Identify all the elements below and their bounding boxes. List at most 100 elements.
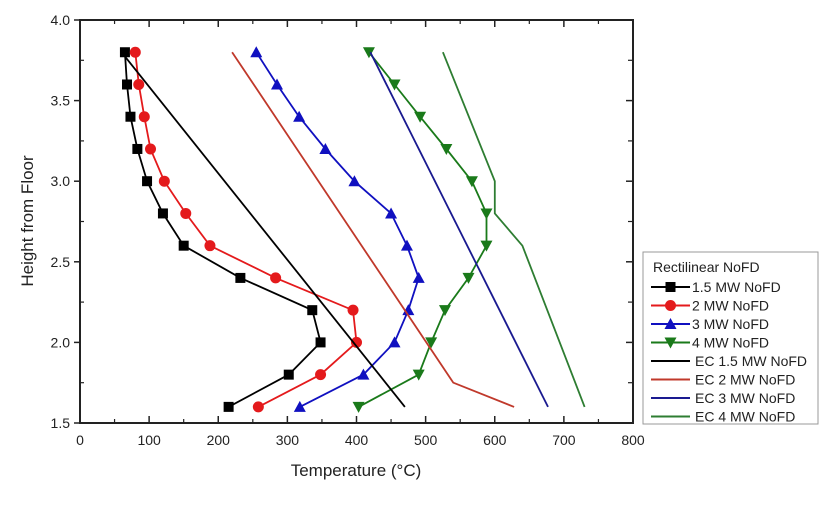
- data-point: [293, 400, 306, 412]
- legend-item: 1.5 MW NoFD: [651, 279, 781, 295]
- series-line: [358, 51, 488, 408]
- data-point: [315, 369, 327, 381]
- data-point: [142, 176, 153, 187]
- x-tick-label: 800: [621, 432, 645, 448]
- data-point: [250, 46, 263, 58]
- x-tick-label: 500: [414, 432, 438, 448]
- data-point: [204, 240, 216, 252]
- data-point: [157, 208, 168, 219]
- x-tick-label: 200: [207, 432, 231, 448]
- data-point: [122, 79, 133, 90]
- x-axis-label: Temperature (°C): [291, 461, 422, 480]
- data-point: [271, 78, 284, 90]
- data-point: [480, 240, 493, 252]
- series-line: [369, 51, 549, 408]
- y-axis-label: Height from Floor: [18, 155, 37, 287]
- data-point: [283, 369, 294, 380]
- series-line: [124, 52, 322, 408]
- data-point: [132, 143, 143, 154]
- x-tick-label: 0: [76, 432, 84, 448]
- data-point: [138, 111, 150, 123]
- legend-item: EC 3 MW NoFD: [651, 390, 795, 406]
- data-point: [400, 239, 413, 251]
- legend-item: EC 1.5 MW NoFD: [651, 353, 807, 369]
- series-ec-1-5-mw-nofd: [120, 51, 406, 408]
- legend-item: 4 MW NoFD: [651, 335, 769, 351]
- y-tick-label: 3.0: [51, 173, 71, 189]
- series-ec-2-mw-nofd: [231, 51, 515, 408]
- axis-tick-labels: 0 100 200 300 400 500 600 700 800 1.5 2.0 2.5 3.0 3.5…: [51, 12, 645, 448]
- legend-item: EC 2 MW NoFD: [651, 372, 795, 388]
- data-point: [125, 111, 136, 122]
- data-point: [412, 369, 425, 381]
- series-2-mw-nofd: [129, 46, 362, 413]
- y-tick-label: 3.5: [51, 93, 71, 109]
- data-point: [465, 176, 478, 188]
- y-tick-label: 4.0: [51, 12, 71, 28]
- data-point: [412, 271, 425, 283]
- data-point: [119, 47, 130, 58]
- y-tick-label: 2.5: [51, 254, 71, 270]
- data-point: [351, 336, 362, 348]
- data-point: [129, 46, 141, 58]
- data-point: [348, 175, 361, 187]
- legend-label: 1.5 MW NoFD: [692, 279, 781, 295]
- data-point: [145, 143, 157, 155]
- legend-label: EC 1.5 MW NoFD: [695, 353, 807, 369]
- series-line: [134, 52, 358, 408]
- legend-marker: [664, 318, 677, 329]
- legend-item: 3 MW NoFD: [651, 316, 769, 332]
- x-tick-label: 600: [483, 432, 507, 448]
- legend-marker: [664, 337, 677, 349]
- data-point: [235, 272, 246, 283]
- plot-area: [79, 19, 634, 424]
- data-point: [357, 368, 370, 380]
- legend-label: 3 MW NoFD: [692, 316, 769, 332]
- legend-title: Rectilinear NoFD: [653, 259, 760, 275]
- data-point: [133, 78, 145, 90]
- data-point: [315, 337, 326, 348]
- data-point: [362, 47, 375, 59]
- x-tick-label: 100: [137, 432, 161, 448]
- legend-marker: [665, 300, 676, 311]
- data-point: [252, 401, 264, 413]
- legend-marker: [665, 282, 676, 292]
- x-tick-label: 400: [345, 432, 369, 448]
- series-line: [442, 51, 586, 408]
- data-point: [307, 305, 318, 316]
- x-tick-label: 700: [552, 432, 576, 448]
- series-group: [119, 46, 586, 413]
- series-1-5-mw-nofd: [119, 47, 326, 412]
- plot-frame: [79, 19, 634, 424]
- data-point: [425, 337, 438, 349]
- series-line: [231, 51, 515, 408]
- data-point: [178, 240, 189, 251]
- data-point: [388, 79, 401, 91]
- data-point: [180, 207, 192, 219]
- series-3-mw-nofd: [250, 46, 425, 412]
- data-point: [293, 110, 306, 122]
- data-point: [480, 208, 493, 220]
- data-point: [347, 304, 359, 316]
- data-point: [158, 175, 170, 187]
- series-ec-3-mw-nofd: [369, 51, 549, 408]
- data-point: [438, 305, 451, 317]
- data-point: [352, 401, 365, 413]
- data-point: [270, 272, 282, 284]
- data-point: [414, 111, 427, 123]
- data-point: [385, 207, 398, 219]
- series-line: [255, 51, 420, 408]
- axis-ticks: [74, 19, 634, 424]
- series-4-mw-nofd: [352, 47, 493, 413]
- y-tick-label: 1.5: [51, 415, 71, 431]
- data-point: [440, 143, 453, 155]
- legend-label: EC 3 MW NoFD: [695, 390, 795, 406]
- data-point: [319, 142, 332, 154]
- legend-label: 2 MW NoFD: [692, 298, 769, 314]
- legend-label: EC 4 MW NoFD: [695, 409, 795, 425]
- legend-item: EC 4 MW NoFD: [651, 409, 795, 425]
- legend-label: EC 2 MW NoFD: [695, 372, 795, 388]
- series-ec-4-mw-nofd: [442, 51, 586, 408]
- legend-label: 4 MW NoFD: [692, 335, 769, 351]
